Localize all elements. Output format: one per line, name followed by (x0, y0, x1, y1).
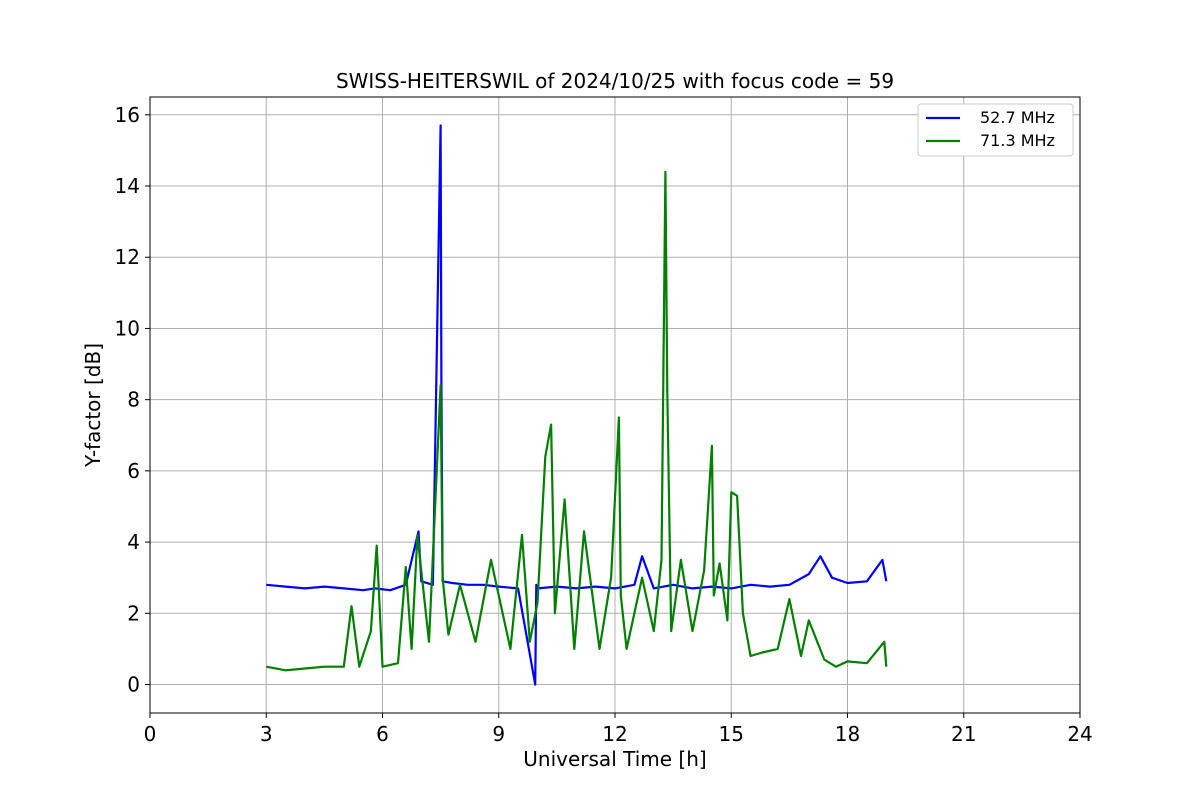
series-line-2 (266, 170, 888, 672)
legend: 52.7 MHz 71.3 MHz (917, 103, 1074, 157)
x-tick-label: 24 (1067, 722, 1092, 746)
y-tick-label: 14 (115, 174, 140, 198)
chart-title: SWISS-HEITERSWIL of 2024/10/25 with focu… (336, 69, 894, 93)
y-tick-label: 16 (115, 103, 140, 127)
x-axis: 0 3 6 9 12 15 18 21 24 (144, 713, 1093, 746)
y-tick-label: 12 (115, 245, 140, 269)
y-tick-label: 6 (127, 459, 140, 483)
y-tick-label: 0 (127, 673, 140, 697)
y-tick-label: 2 (127, 601, 140, 625)
x-tick-label: 21 (951, 722, 976, 746)
x-tick-label: 3 (260, 722, 273, 746)
x-tick-label: 6 (376, 722, 389, 746)
x-tick-label: 12 (602, 722, 627, 746)
series-line-1 (266, 124, 888, 686)
legend-label: 71.3 MHz (980, 131, 1055, 150)
x-tick-label: 15 (719, 722, 744, 746)
y-axis-label: Y-factor [dB] (81, 343, 105, 468)
y-tick-label: 8 (127, 388, 140, 412)
y-tick-label: 4 (127, 530, 140, 554)
x-tick-label: 18 (835, 722, 860, 746)
x-tick-label: 0 (144, 722, 157, 746)
series-layer (266, 124, 888, 686)
y-axis: 0 2 4 6 8 10 12 14 16 (115, 103, 150, 697)
y-tick-label: 10 (115, 316, 140, 340)
x-axis-label: Universal Time [h] (523, 747, 706, 771)
legend-label: 52.7 MHz (980, 108, 1055, 127)
x-tick-label: 9 (492, 722, 505, 746)
